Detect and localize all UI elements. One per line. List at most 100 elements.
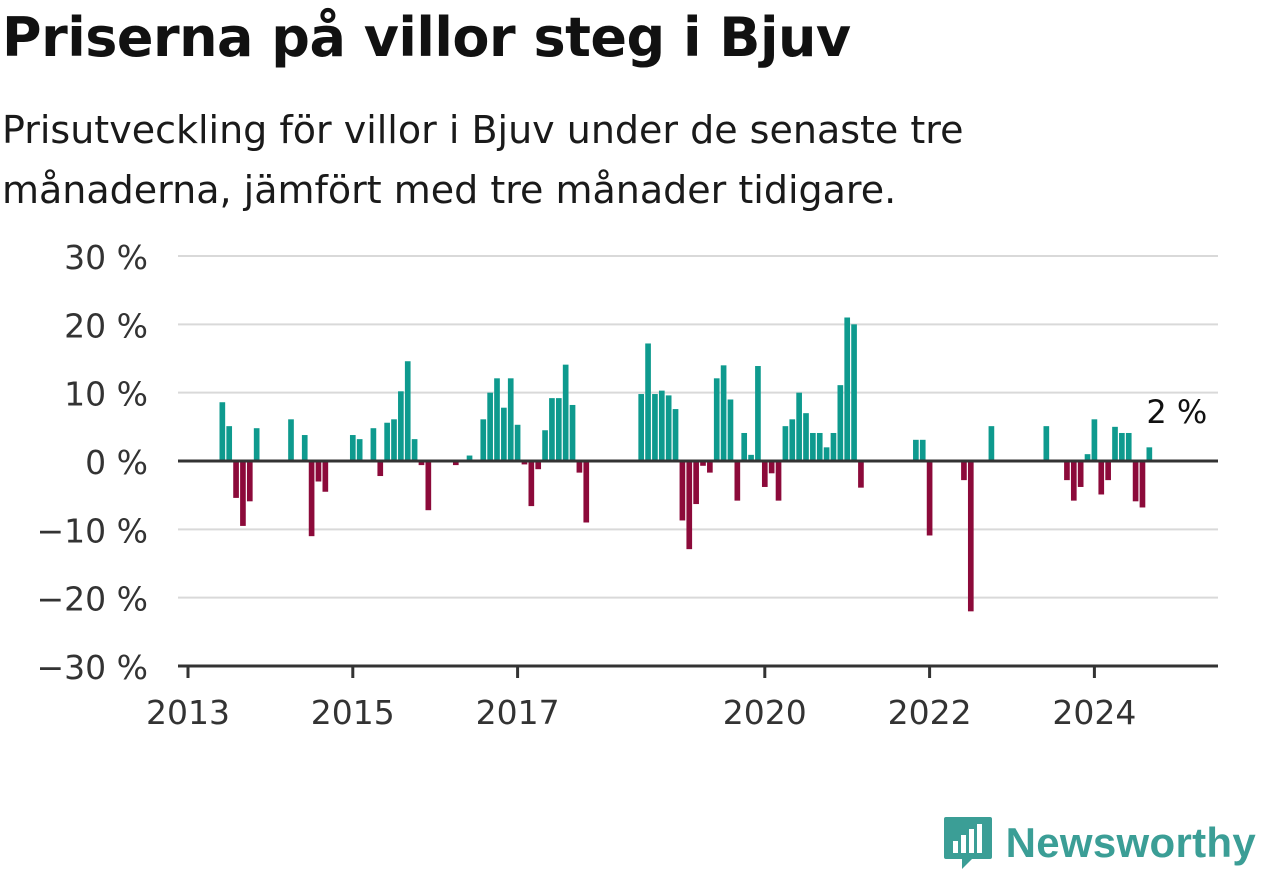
bar: [645, 343, 651, 461]
bar: [356, 439, 363, 461]
bar: [782, 426, 789, 461]
bar: [1070, 461, 1077, 501]
bar: [961, 461, 967, 481]
bar: [549, 398, 555, 461]
bar: [384, 422, 390, 461]
bar: [233, 461, 239, 498]
bar: [555, 398, 562, 461]
y-axis-ticks: 30 % 20 % 10 % 0 % −10 % −20 % −30 %: [37, 238, 149, 687]
bar: [562, 364, 569, 461]
bars: [219, 317, 1153, 612]
bar: [535, 461, 542, 470]
bar: [308, 461, 315, 537]
bar: [810, 432, 816, 461]
bar: [542, 430, 548, 461]
bar: [837, 385, 844, 461]
bar: [748, 454, 754, 461]
bar: [761, 461, 768, 487]
bar: [988, 426, 995, 461]
bar: [349, 435, 356, 461]
bar: [803, 413, 809, 461]
bar: [652, 394, 658, 461]
bar: [858, 461, 864, 488]
bar: [1112, 426, 1118, 461]
bar: [377, 461, 384, 477]
bar: [1119, 432, 1125, 461]
x-tick-label: 2015: [311, 693, 395, 732]
bar: [1098, 461, 1105, 495]
y-tick-label: −10 %: [37, 511, 149, 550]
bar: [830, 432, 837, 461]
bar: [796, 392, 802, 461]
chart-subtitle: Prisutveckling för villor i Bjuv under d…: [2, 108, 964, 212]
bar: [521, 461, 528, 465]
bar: [707, 461, 713, 473]
bar: [253, 428, 260, 461]
bar: [219, 402, 226, 461]
bar: [755, 366, 761, 461]
bar: [816, 432, 823, 461]
bar: [391, 419, 397, 461]
bar: [638, 394, 645, 461]
bar: [404, 361, 411, 461]
bar: [494, 378, 500, 461]
bar: [466, 455, 473, 461]
y-tick-label: −30 %: [37, 648, 149, 687]
bar: [741, 432, 748, 461]
bar: [452, 461, 459, 466]
gridlines: [178, 255, 1218, 599]
x-tick-label: 2013: [146, 693, 230, 732]
bar: [370, 428, 377, 461]
x-tick-label: 2022: [888, 693, 972, 732]
bar: [411, 439, 418, 461]
x-tick-label: 2024: [1052, 693, 1136, 732]
bar: [734, 461, 741, 501]
chart-title: Priserna på villor steg i Bjuv: [2, 6, 851, 69]
last-value-annotation: 2 %: [1146, 393, 1207, 431]
x-axis-ticks: 2013 2015 2017 2020 2022 2024: [146, 666, 1136, 732]
bar: [1091, 419, 1098, 461]
bar: [487, 392, 493, 461]
bar: [967, 461, 974, 612]
bar: [768, 461, 775, 474]
newsworthy-logo-icon: [943, 817, 992, 869]
y-tick-label: 0 %: [85, 443, 148, 482]
bar: [844, 317, 851, 461]
bar: [1139, 461, 1146, 508]
bar: [789, 419, 796, 461]
bar: [315, 461, 322, 482]
bar: [226, 426, 233, 461]
x-tick-label: 2017: [476, 693, 560, 732]
bar: [425, 461, 432, 511]
bar: [507, 378, 514, 461]
y-tick-label: 10 %: [64, 375, 148, 414]
bar: [1105, 461, 1111, 481]
annotations: 2 %: [1143, 390, 1210, 434]
bar: [693, 461, 699, 505]
bar: [1064, 461, 1070, 481]
bar: [514, 424, 521, 461]
bar: [713, 378, 720, 461]
bar: [576, 461, 583, 473]
bar: [823, 447, 830, 461]
bar: [301, 435, 308, 461]
bar: [1146, 447, 1153, 461]
bar: [1125, 432, 1132, 461]
brand-name: Newsworthy: [1005, 819, 1256, 866]
y-tick-label: −20 %: [37, 580, 149, 619]
bar: [528, 461, 535, 507]
bar: [913, 439, 919, 461]
bar: [926, 461, 933, 536]
bar: [700, 461, 706, 466]
bar: [851, 324, 857, 461]
bar: [1077, 461, 1084, 487]
y-tick-label: 30 %: [64, 238, 148, 277]
bar: [288, 419, 294, 461]
bar: [240, 461, 246, 526]
bar: [583, 461, 590, 523]
bar: [720, 365, 727, 461]
bar: [480, 419, 487, 461]
bar: [665, 395, 672, 461]
x-tick-label: 2020: [723, 693, 807, 732]
